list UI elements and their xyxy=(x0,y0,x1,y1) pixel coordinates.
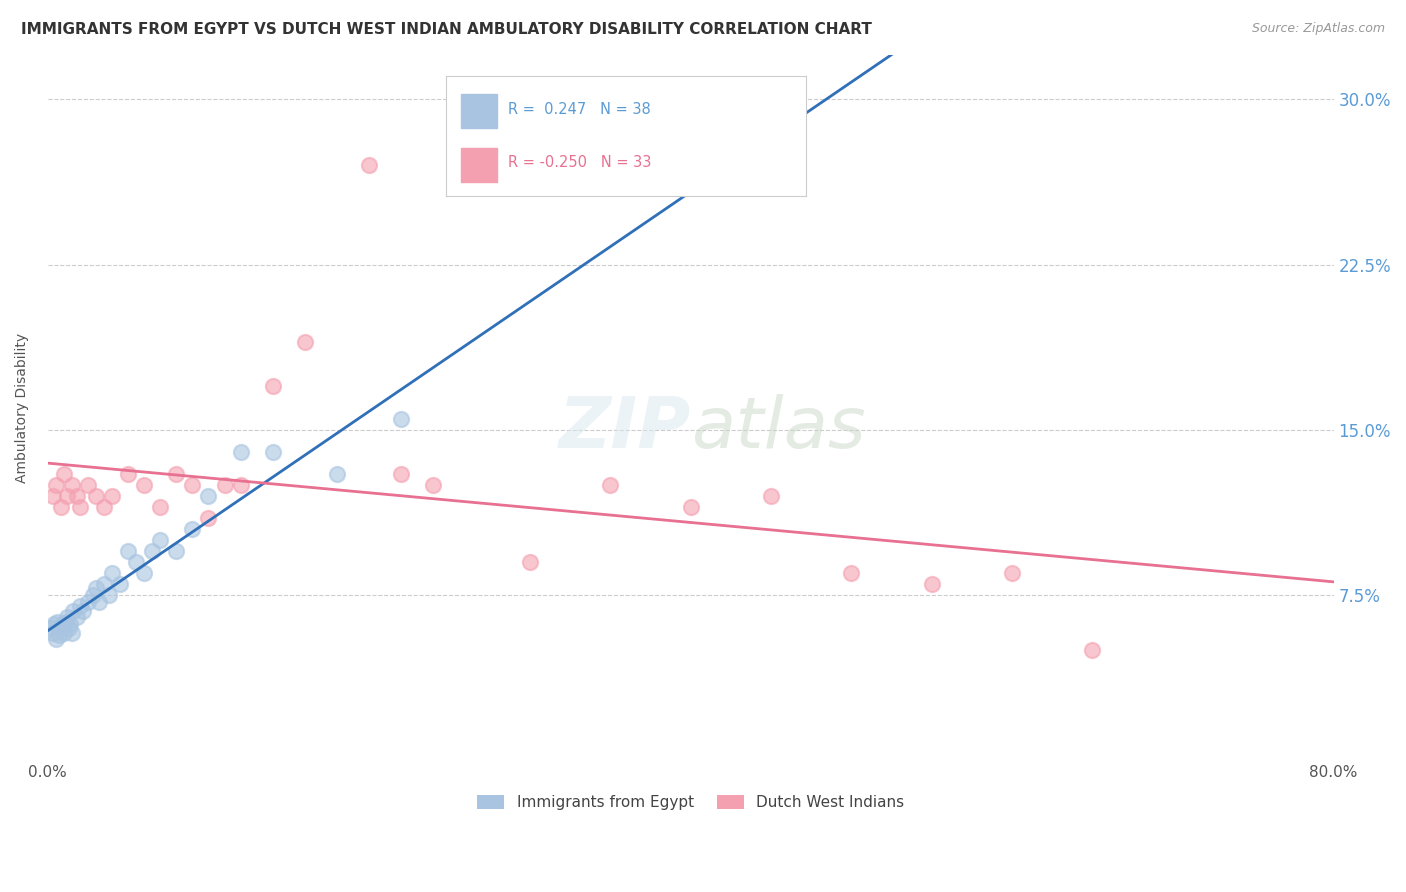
Point xyxy=(77,478,100,492)
Point xyxy=(326,467,349,481)
Point xyxy=(101,489,124,503)
Point xyxy=(149,533,172,547)
Point xyxy=(93,577,115,591)
Point xyxy=(39,621,62,635)
Point xyxy=(51,616,73,631)
Point xyxy=(69,500,91,514)
Point xyxy=(59,616,82,631)
Point xyxy=(45,632,67,647)
Text: IMMIGRANTS FROM EGYPT VS DUTCH WEST INDIAN AMBULATORY DISABILITY CORRELATION CHA: IMMIGRANTS FROM EGYPT VS DUTCH WEST INDI… xyxy=(21,22,872,37)
Point xyxy=(841,566,863,580)
Point xyxy=(46,615,69,629)
Point xyxy=(214,478,236,492)
Point xyxy=(49,500,72,514)
Point xyxy=(66,489,89,503)
Point xyxy=(117,544,139,558)
Point xyxy=(181,522,204,536)
Point xyxy=(45,478,67,492)
Point xyxy=(117,467,139,481)
Point xyxy=(519,555,541,569)
Point xyxy=(181,478,204,492)
Point xyxy=(1081,643,1104,657)
Point xyxy=(82,588,104,602)
Point xyxy=(69,599,91,613)
Legend: Immigrants from Egypt, Dutch West Indians: Immigrants from Egypt, Dutch West Indian… xyxy=(471,789,911,816)
Point xyxy=(389,467,412,481)
Point xyxy=(679,500,702,514)
Point xyxy=(1001,566,1024,580)
Point xyxy=(62,603,84,617)
Point xyxy=(134,566,156,580)
Point xyxy=(294,334,316,349)
Point xyxy=(72,603,94,617)
Point xyxy=(41,625,63,640)
Text: atlas: atlas xyxy=(690,394,865,464)
Point xyxy=(55,615,77,629)
Point xyxy=(52,625,75,640)
Point xyxy=(49,621,72,635)
Point xyxy=(165,467,187,481)
Point xyxy=(229,478,252,492)
Point xyxy=(44,616,66,631)
Point xyxy=(389,411,412,425)
Point xyxy=(422,478,444,492)
Point xyxy=(93,500,115,514)
Point xyxy=(58,621,80,635)
Point xyxy=(52,467,75,481)
Point xyxy=(125,555,148,569)
Point xyxy=(262,445,284,459)
Point xyxy=(84,582,107,596)
Point xyxy=(134,478,156,492)
Point xyxy=(77,595,100,609)
Point xyxy=(599,478,621,492)
Point xyxy=(165,544,187,558)
Point xyxy=(197,511,219,525)
Point xyxy=(97,588,120,602)
Point xyxy=(66,610,89,624)
Text: ZIP: ZIP xyxy=(558,394,690,464)
Point xyxy=(48,628,70,642)
Point xyxy=(41,489,63,503)
Point xyxy=(921,577,943,591)
Point xyxy=(262,378,284,392)
Point xyxy=(149,500,172,514)
Text: Source: ZipAtlas.com: Source: ZipAtlas.com xyxy=(1251,22,1385,36)
Point xyxy=(56,610,79,624)
Point xyxy=(359,158,381,172)
Point xyxy=(108,577,131,591)
Point xyxy=(89,595,111,609)
Point xyxy=(141,544,163,558)
Point xyxy=(197,489,219,503)
Y-axis label: Ambulatory Disability: Ambulatory Disability xyxy=(15,333,30,483)
Point xyxy=(56,489,79,503)
Point xyxy=(60,478,83,492)
Point xyxy=(60,625,83,640)
Point xyxy=(101,566,124,580)
Point xyxy=(759,489,782,503)
Point xyxy=(229,445,252,459)
Point xyxy=(84,489,107,503)
